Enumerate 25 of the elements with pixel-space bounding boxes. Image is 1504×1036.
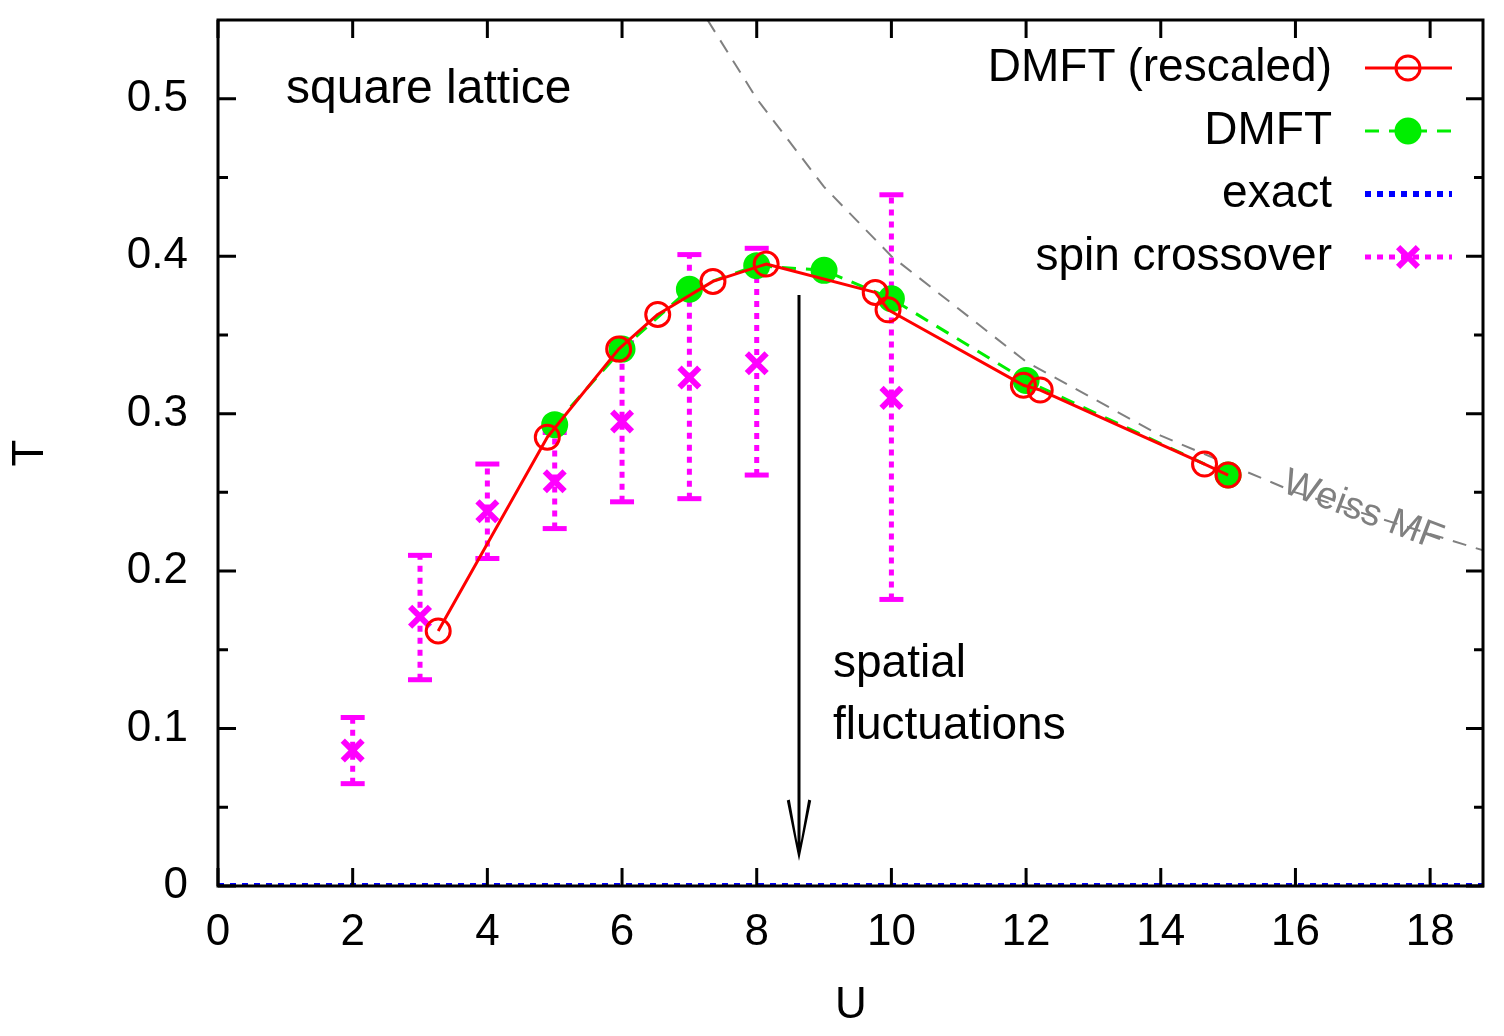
x-tick-label: 0 xyxy=(205,904,231,954)
legend-label: DMFT xyxy=(1204,101,1332,154)
x-tick-label: 10 xyxy=(866,904,916,954)
x-tick-label: 14 xyxy=(1136,904,1186,954)
x-tick-label: 16 xyxy=(1270,904,1320,954)
x-tick-label: 6 xyxy=(609,904,635,954)
y-tick-label: 0.3 xyxy=(126,385,188,435)
legend-label: exact xyxy=(1222,164,1333,217)
x-tick-label: 12 xyxy=(1001,904,1051,954)
y-tick-label: 0.4 xyxy=(126,228,188,278)
x-axis-title: U xyxy=(835,977,867,1027)
annotation: square lattice xyxy=(286,60,572,114)
legend-label: spin crossover xyxy=(1035,227,1332,280)
legend-label: DMFT (rescaled) xyxy=(987,38,1332,91)
y-tick-label: 0.5 xyxy=(126,70,188,120)
x-tick-label: 8 xyxy=(744,904,769,954)
x-tick-label: 4 xyxy=(475,904,500,954)
x-tick-label: 18 xyxy=(1405,904,1455,954)
annotation: Weiss MF xyxy=(1277,459,1450,559)
y-tick-label: 0 xyxy=(163,858,188,908)
y-tick-label: 0.1 xyxy=(126,700,188,750)
x-tick-label: 2 xyxy=(340,904,365,954)
y-tick-label: 0.2 xyxy=(126,543,188,593)
annotation: spatial fluctuations xyxy=(833,634,1066,749)
y-axis-title: T xyxy=(2,439,52,467)
